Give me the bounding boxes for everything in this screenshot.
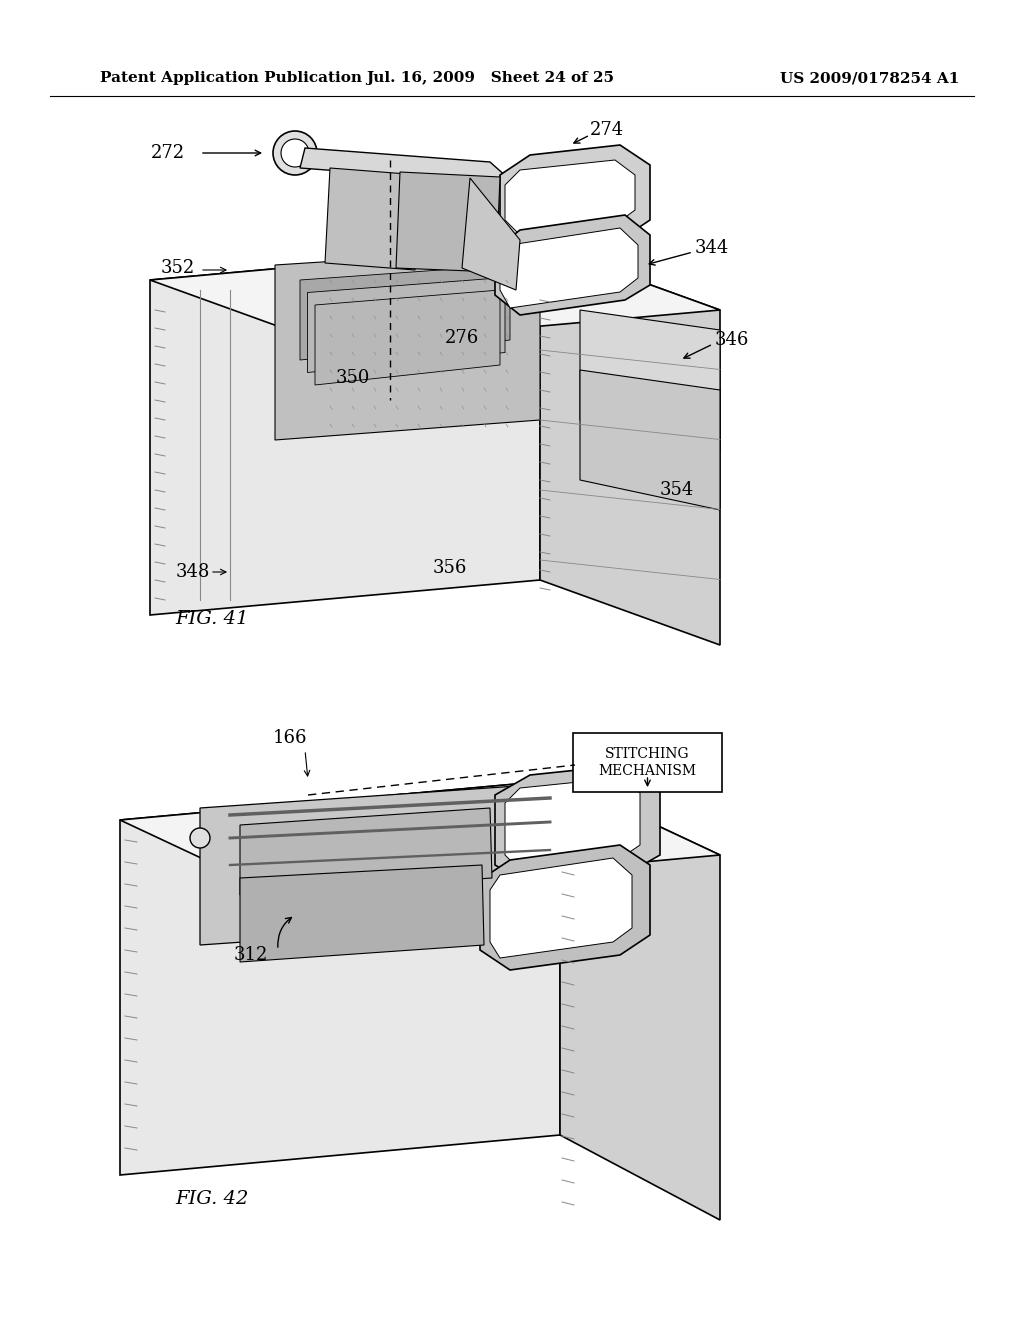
Text: 348: 348 xyxy=(176,564,210,581)
Polygon shape xyxy=(500,228,638,308)
Text: Jul. 16, 2009   Sheet 24 of 25: Jul. 16, 2009 Sheet 24 of 25 xyxy=(366,71,614,84)
Polygon shape xyxy=(120,780,560,1175)
Polygon shape xyxy=(396,172,500,272)
Text: 352: 352 xyxy=(161,259,195,277)
Circle shape xyxy=(281,139,309,168)
Polygon shape xyxy=(500,145,650,249)
Polygon shape xyxy=(275,248,540,440)
Polygon shape xyxy=(325,168,420,271)
Polygon shape xyxy=(307,277,505,372)
Text: 346: 346 xyxy=(715,331,750,348)
Circle shape xyxy=(190,828,210,847)
Polygon shape xyxy=(505,777,640,870)
Polygon shape xyxy=(462,178,520,290)
Polygon shape xyxy=(580,370,720,510)
Polygon shape xyxy=(315,290,500,385)
Polygon shape xyxy=(240,808,492,895)
Polygon shape xyxy=(505,160,635,235)
Polygon shape xyxy=(540,246,720,645)
Text: 312: 312 xyxy=(233,946,268,964)
Polygon shape xyxy=(580,310,720,450)
Polygon shape xyxy=(300,265,510,360)
Polygon shape xyxy=(480,845,650,970)
Polygon shape xyxy=(200,783,560,945)
Text: Patent Application Publication: Patent Application Publication xyxy=(100,71,362,84)
Text: 166: 166 xyxy=(272,729,307,747)
Text: 344: 344 xyxy=(695,239,729,257)
Text: 276: 276 xyxy=(445,329,479,347)
Text: US 2009/0178254 A1: US 2009/0178254 A1 xyxy=(780,71,959,84)
Polygon shape xyxy=(495,215,650,315)
Polygon shape xyxy=(150,246,720,345)
Text: 356: 356 xyxy=(433,558,467,577)
Text: STITCHING
MECHANISM: STITCHING MECHANISM xyxy=(598,747,696,777)
Polygon shape xyxy=(300,148,508,182)
Text: FIG. 41: FIG. 41 xyxy=(175,610,249,628)
Polygon shape xyxy=(560,780,720,1220)
Text: 354: 354 xyxy=(660,480,694,499)
Polygon shape xyxy=(240,865,484,962)
Text: 274: 274 xyxy=(590,121,624,139)
Text: 350: 350 xyxy=(336,370,370,387)
Polygon shape xyxy=(495,766,660,884)
FancyBboxPatch shape xyxy=(573,733,722,792)
Text: FIG. 42: FIG. 42 xyxy=(175,1191,249,1208)
Polygon shape xyxy=(150,246,540,615)
Polygon shape xyxy=(120,780,720,895)
Circle shape xyxy=(273,131,317,176)
Text: 272: 272 xyxy=(151,144,185,162)
Polygon shape xyxy=(490,858,632,958)
